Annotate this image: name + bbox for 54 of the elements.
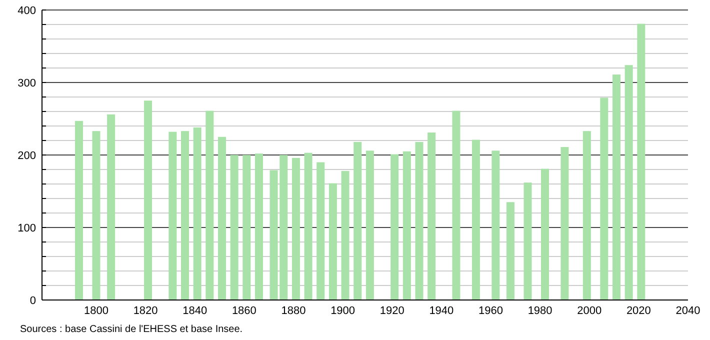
bar <box>316 162 325 300</box>
y-tick-label: 100 <box>18 222 36 234</box>
bar <box>492 150 500 300</box>
x-tick-label: 1980 <box>528 305 552 317</box>
bar <box>74 120 83 300</box>
bar <box>390 154 399 300</box>
bar <box>402 151 411 300</box>
y-tick-label: 200 <box>18 150 36 162</box>
bar <box>612 74 620 300</box>
x-tick-label: 2040 <box>676 305 700 317</box>
bar <box>366 150 374 300</box>
bar <box>415 142 424 300</box>
bar <box>181 131 190 300</box>
y-tick-label: 400 <box>18 4 36 17</box>
x-tick-label: 1880 <box>281 305 306 317</box>
bar <box>206 110 214 300</box>
bar <box>242 155 251 300</box>
bar <box>582 131 591 300</box>
bar <box>168 132 177 300</box>
bar <box>624 65 633 300</box>
y-tick-label: 300 <box>18 77 36 90</box>
x-tick-label: 1800 <box>84 305 108 317</box>
x-tick-label: 1860 <box>232 305 256 317</box>
bar <box>107 114 116 300</box>
x-tick-label: 2020 <box>626 305 651 317</box>
x-tick-label: 1940 <box>429 305 454 317</box>
bar <box>600 98 608 300</box>
x-tick-label: 1960 <box>478 305 503 317</box>
bar <box>92 131 100 300</box>
bar <box>193 127 202 300</box>
bar <box>144 100 152 300</box>
bar <box>230 155 238 300</box>
x-tick-label: 1840 <box>182 305 208 317</box>
x-tick-label: 2000 <box>577 305 602 317</box>
bar <box>304 152 312 300</box>
bar <box>354 142 362 300</box>
bar <box>540 168 549 300</box>
bar <box>292 158 300 300</box>
y-tick-label: 0 <box>30 294 36 307</box>
x-tick-label: 1920 <box>380 305 404 317</box>
bar <box>254 154 263 300</box>
bar <box>428 132 436 300</box>
bar <box>328 183 337 300</box>
bar <box>341 170 350 300</box>
source-note: Sources : base Cassini de l'EHESS et base Insee. <box>20 324 243 335</box>
bar <box>472 140 480 300</box>
bar <box>506 202 514 300</box>
bar <box>637 24 646 300</box>
bar <box>452 110 460 300</box>
bar <box>560 147 569 300</box>
bar <box>218 136 226 300</box>
x-tick-label: 1820 <box>133 305 158 317</box>
x-tick-label: 1900 <box>330 305 356 317</box>
bar <box>524 182 532 300</box>
